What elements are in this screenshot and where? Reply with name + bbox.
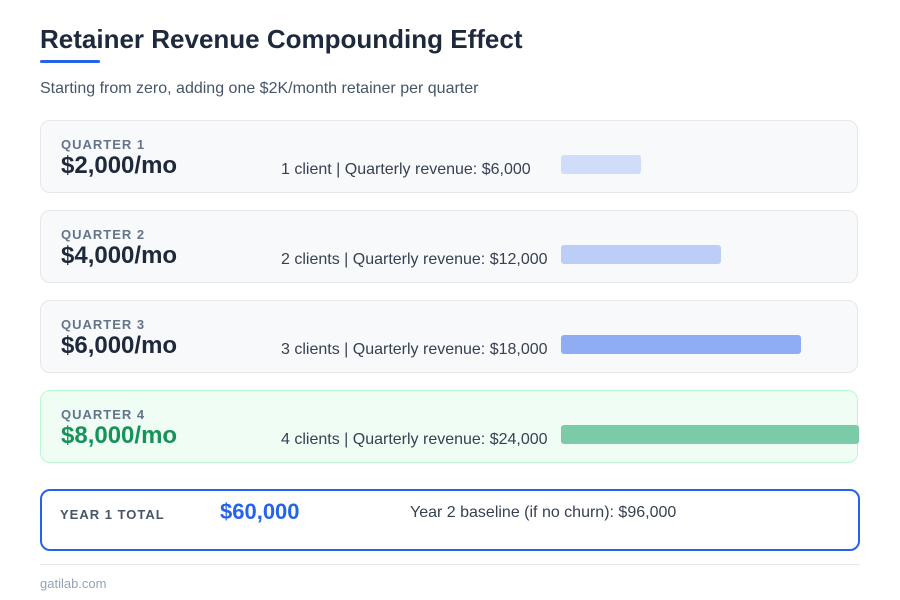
quarter-card-highlight: QUARTER 4 $8,000/mo 4 clients | Quarterl…: [40, 390, 859, 463]
year-total-value: $60,000: [220, 499, 300, 524]
chart-subtitle: Starting from zero, adding one $2K/month…: [40, 80, 479, 97]
title-underline: [40, 60, 100, 63]
quarter-monthly-amount: $2,000/mo: [61, 152, 178, 179]
quarter-label: QUARTER 4: [61, 407, 146, 422]
footer-source: gatilab.com: [40, 576, 107, 591]
quarter-bar: [561, 245, 721, 264]
quarter-bar: [561, 425, 859, 444]
quarter-monthly-amount: $8,000/mo: [61, 422, 178, 449]
quarter-detail: 2 clients | Quarterly revenue: $12,000: [281, 251, 548, 268]
year-2-baseline-note: Year 2 baseline (if no churn): $96,000: [410, 504, 677, 521]
chart-title: Retainer Revenue Compounding Effect: [40, 24, 523, 54]
quarter-detail: 1 client | Quarterly revenue: $6,000: [281, 161, 531, 178]
quarter-label: QUARTER 3: [61, 317, 146, 332]
quarter-detail: 4 clients | Quarterly revenue: $24,000: [281, 431, 548, 448]
quarter-monthly-amount: $6,000/mo: [61, 332, 178, 359]
quarter-detail: 3 clients | Quarterly revenue: $18,000: [281, 341, 548, 358]
quarter-card: QUARTER 1 $2,000/mo 1 client | Quarterly…: [40, 120, 858, 193]
footer-divider: [40, 564, 860, 565]
quarter-card: QUARTER 2 $4,000/mo 2 clients | Quarterl…: [40, 210, 858, 283]
quarter-card: QUARTER 3 $6,000/mo 3 clients | Quarterl…: [40, 300, 858, 373]
quarter-monthly-amount: $4,000/mo: [61, 242, 178, 269]
year-total-box: YEAR 1 TOTAL $60,000 Year 2 baseline (if…: [40, 489, 860, 551]
quarter-bar: [561, 335, 801, 354]
quarter-bar: [561, 155, 641, 174]
quarter-label: QUARTER 2: [61, 227, 146, 242]
year-total-label: YEAR 1 TOTAL: [60, 507, 165, 522]
quarter-label: QUARTER 1: [61, 137, 146, 152]
